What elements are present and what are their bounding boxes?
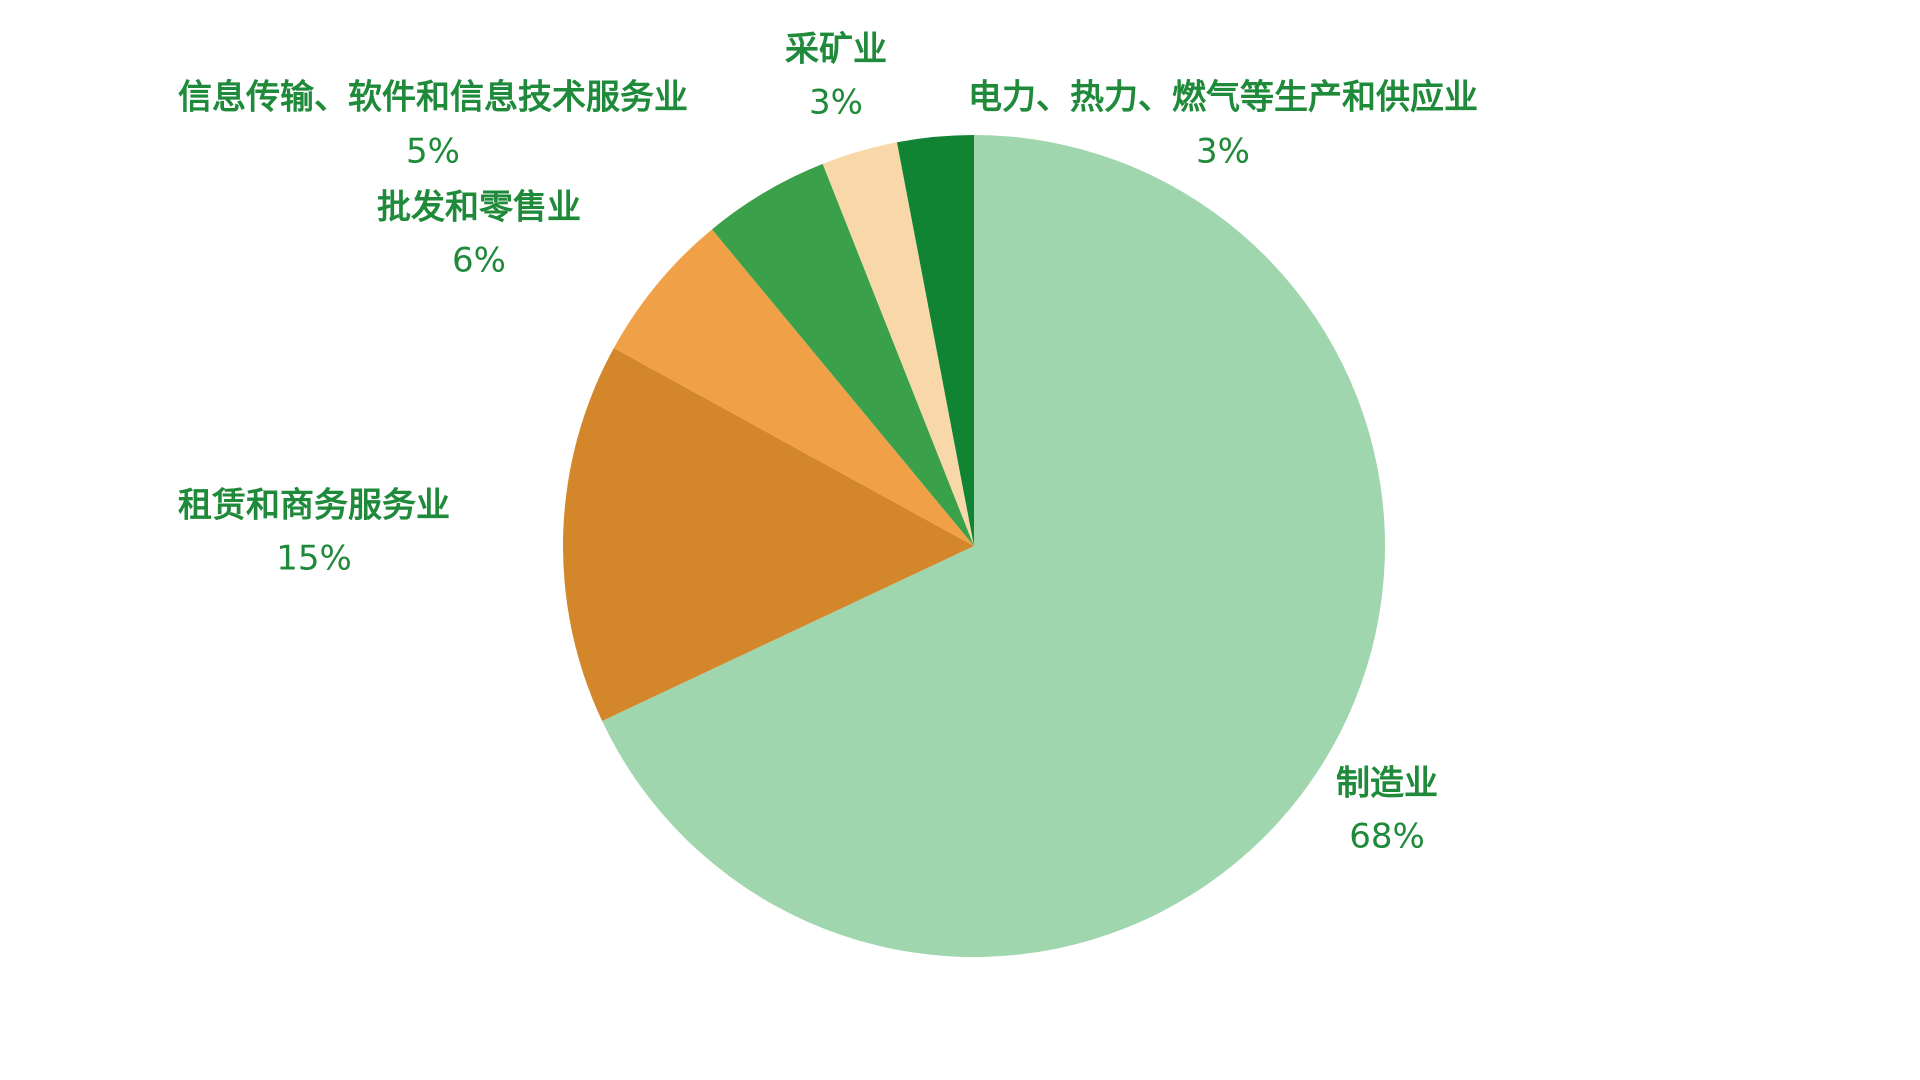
value-label: 3%: [809, 83, 863, 123]
pie-slice: [896, 135, 974, 546]
slice-label: 信息传输、软件和信息技术服务业: [178, 78, 688, 118]
value-label: 5%: [406, 132, 460, 172]
pie-slice: [613, 229, 974, 546]
value-label: 3%: [1196, 132, 1250, 172]
value-label: 15%: [276, 539, 352, 579]
pie-slice: [822, 142, 974, 546]
value-label: 6%: [452, 241, 506, 281]
value-label: 68%: [1349, 817, 1425, 857]
pie-slice: [563, 347, 974, 721]
slice-label: 租赁和商务服务业: [178, 486, 450, 526]
pie-slice: [712, 163, 974, 546]
slice-label: 制造业: [1336, 764, 1438, 804]
slice-label: 采矿业: [785, 30, 887, 70]
slice-label: 电力、热力、燃气等生产和供应业: [968, 78, 1478, 118]
pie-slice: [602, 135, 1386, 957]
slice-label: 批发和零售业: [377, 188, 581, 228]
